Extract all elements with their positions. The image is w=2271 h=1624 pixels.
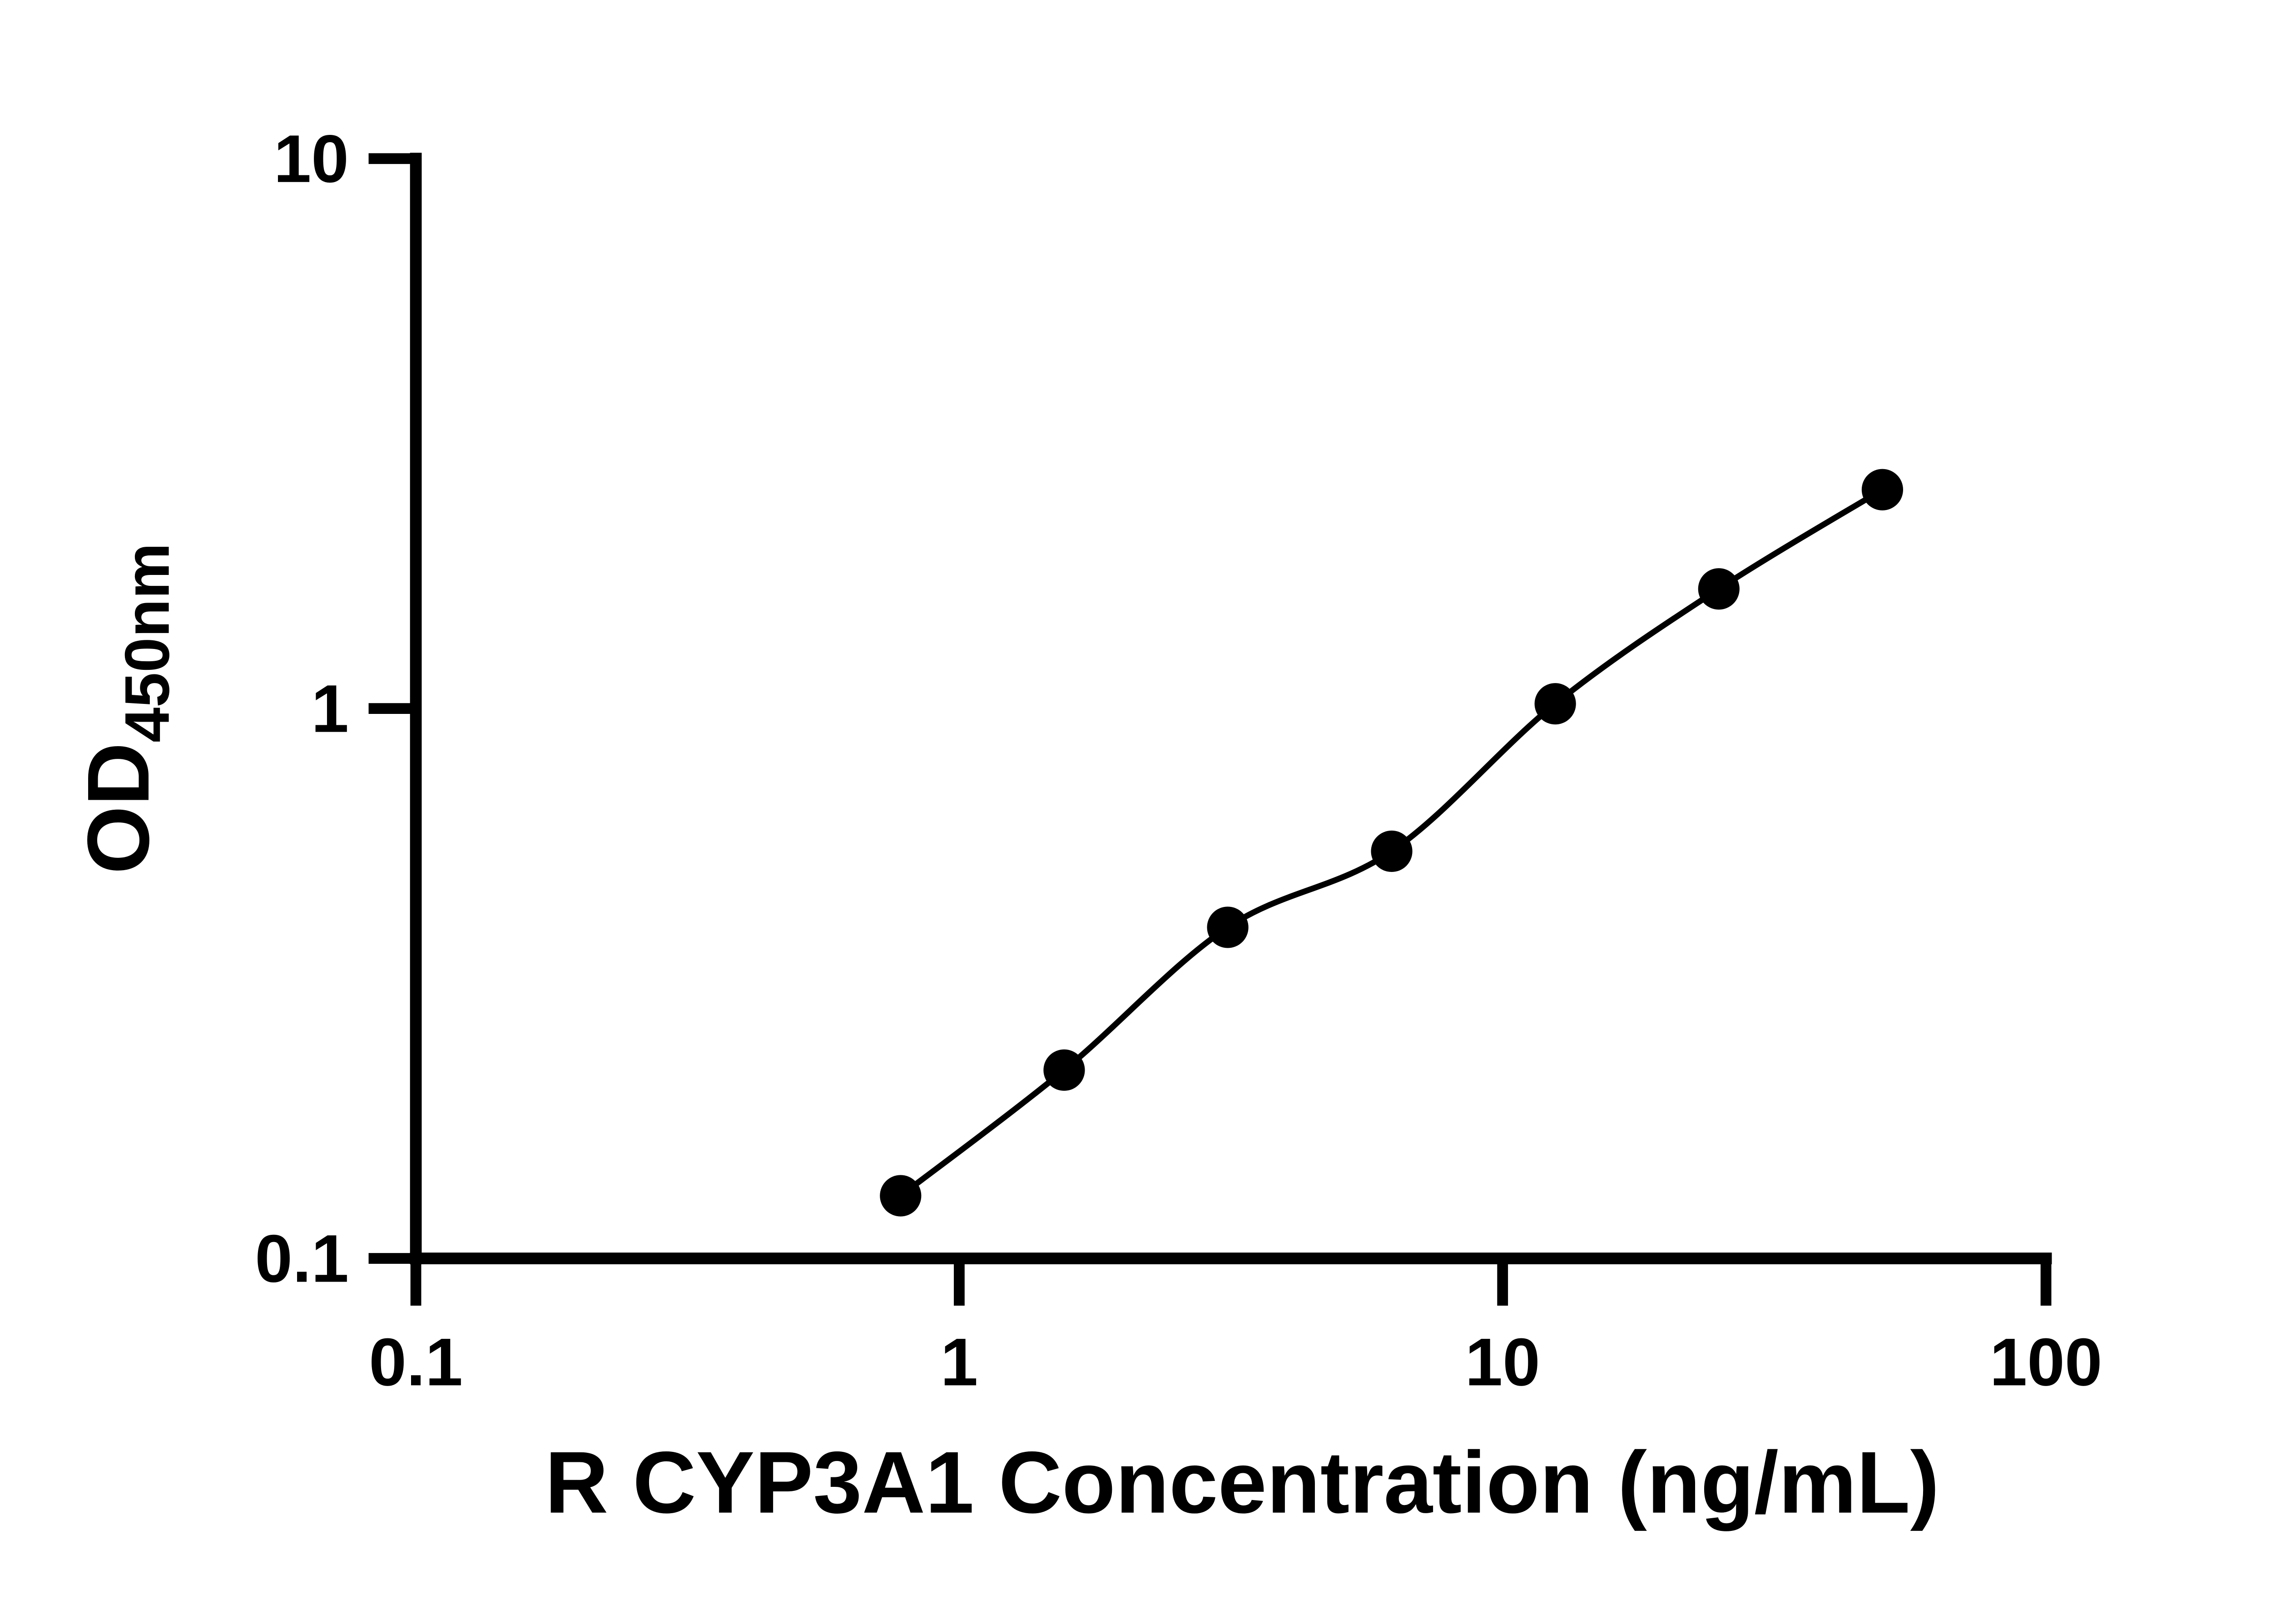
- plot-area: 0.1 1 10 100 0.1 1 10: [255, 121, 2102, 1400]
- y-axis-title-main: OD: [69, 743, 167, 874]
- data-point: [1698, 568, 1740, 610]
- y-tick-label: 10: [274, 121, 349, 197]
- data-point: [880, 1175, 922, 1217]
- y-axis-title-subscript: 450nm: [112, 543, 183, 743]
- y-tick-label: 1: [311, 671, 349, 747]
- x-tick-label: 10: [1465, 1324, 1540, 1400]
- x-axis-title: R CYP3A1 Concentration (ng/mL): [545, 1433, 1939, 1531]
- data-point: [1207, 906, 1249, 948]
- data-point: [1043, 1049, 1085, 1091]
- data-point: [1371, 830, 1413, 872]
- y-axis-title: OD450nm: [69, 543, 183, 874]
- x-tick-label: 0.1: [369, 1324, 463, 1400]
- x-tick-label: 1: [941, 1324, 978, 1400]
- data-point: [1861, 469, 1904, 510]
- data-point: [1534, 683, 1576, 725]
- y-tick-label: 0.1: [255, 1221, 349, 1296]
- x-tick-label: 100: [1990, 1324, 2102, 1400]
